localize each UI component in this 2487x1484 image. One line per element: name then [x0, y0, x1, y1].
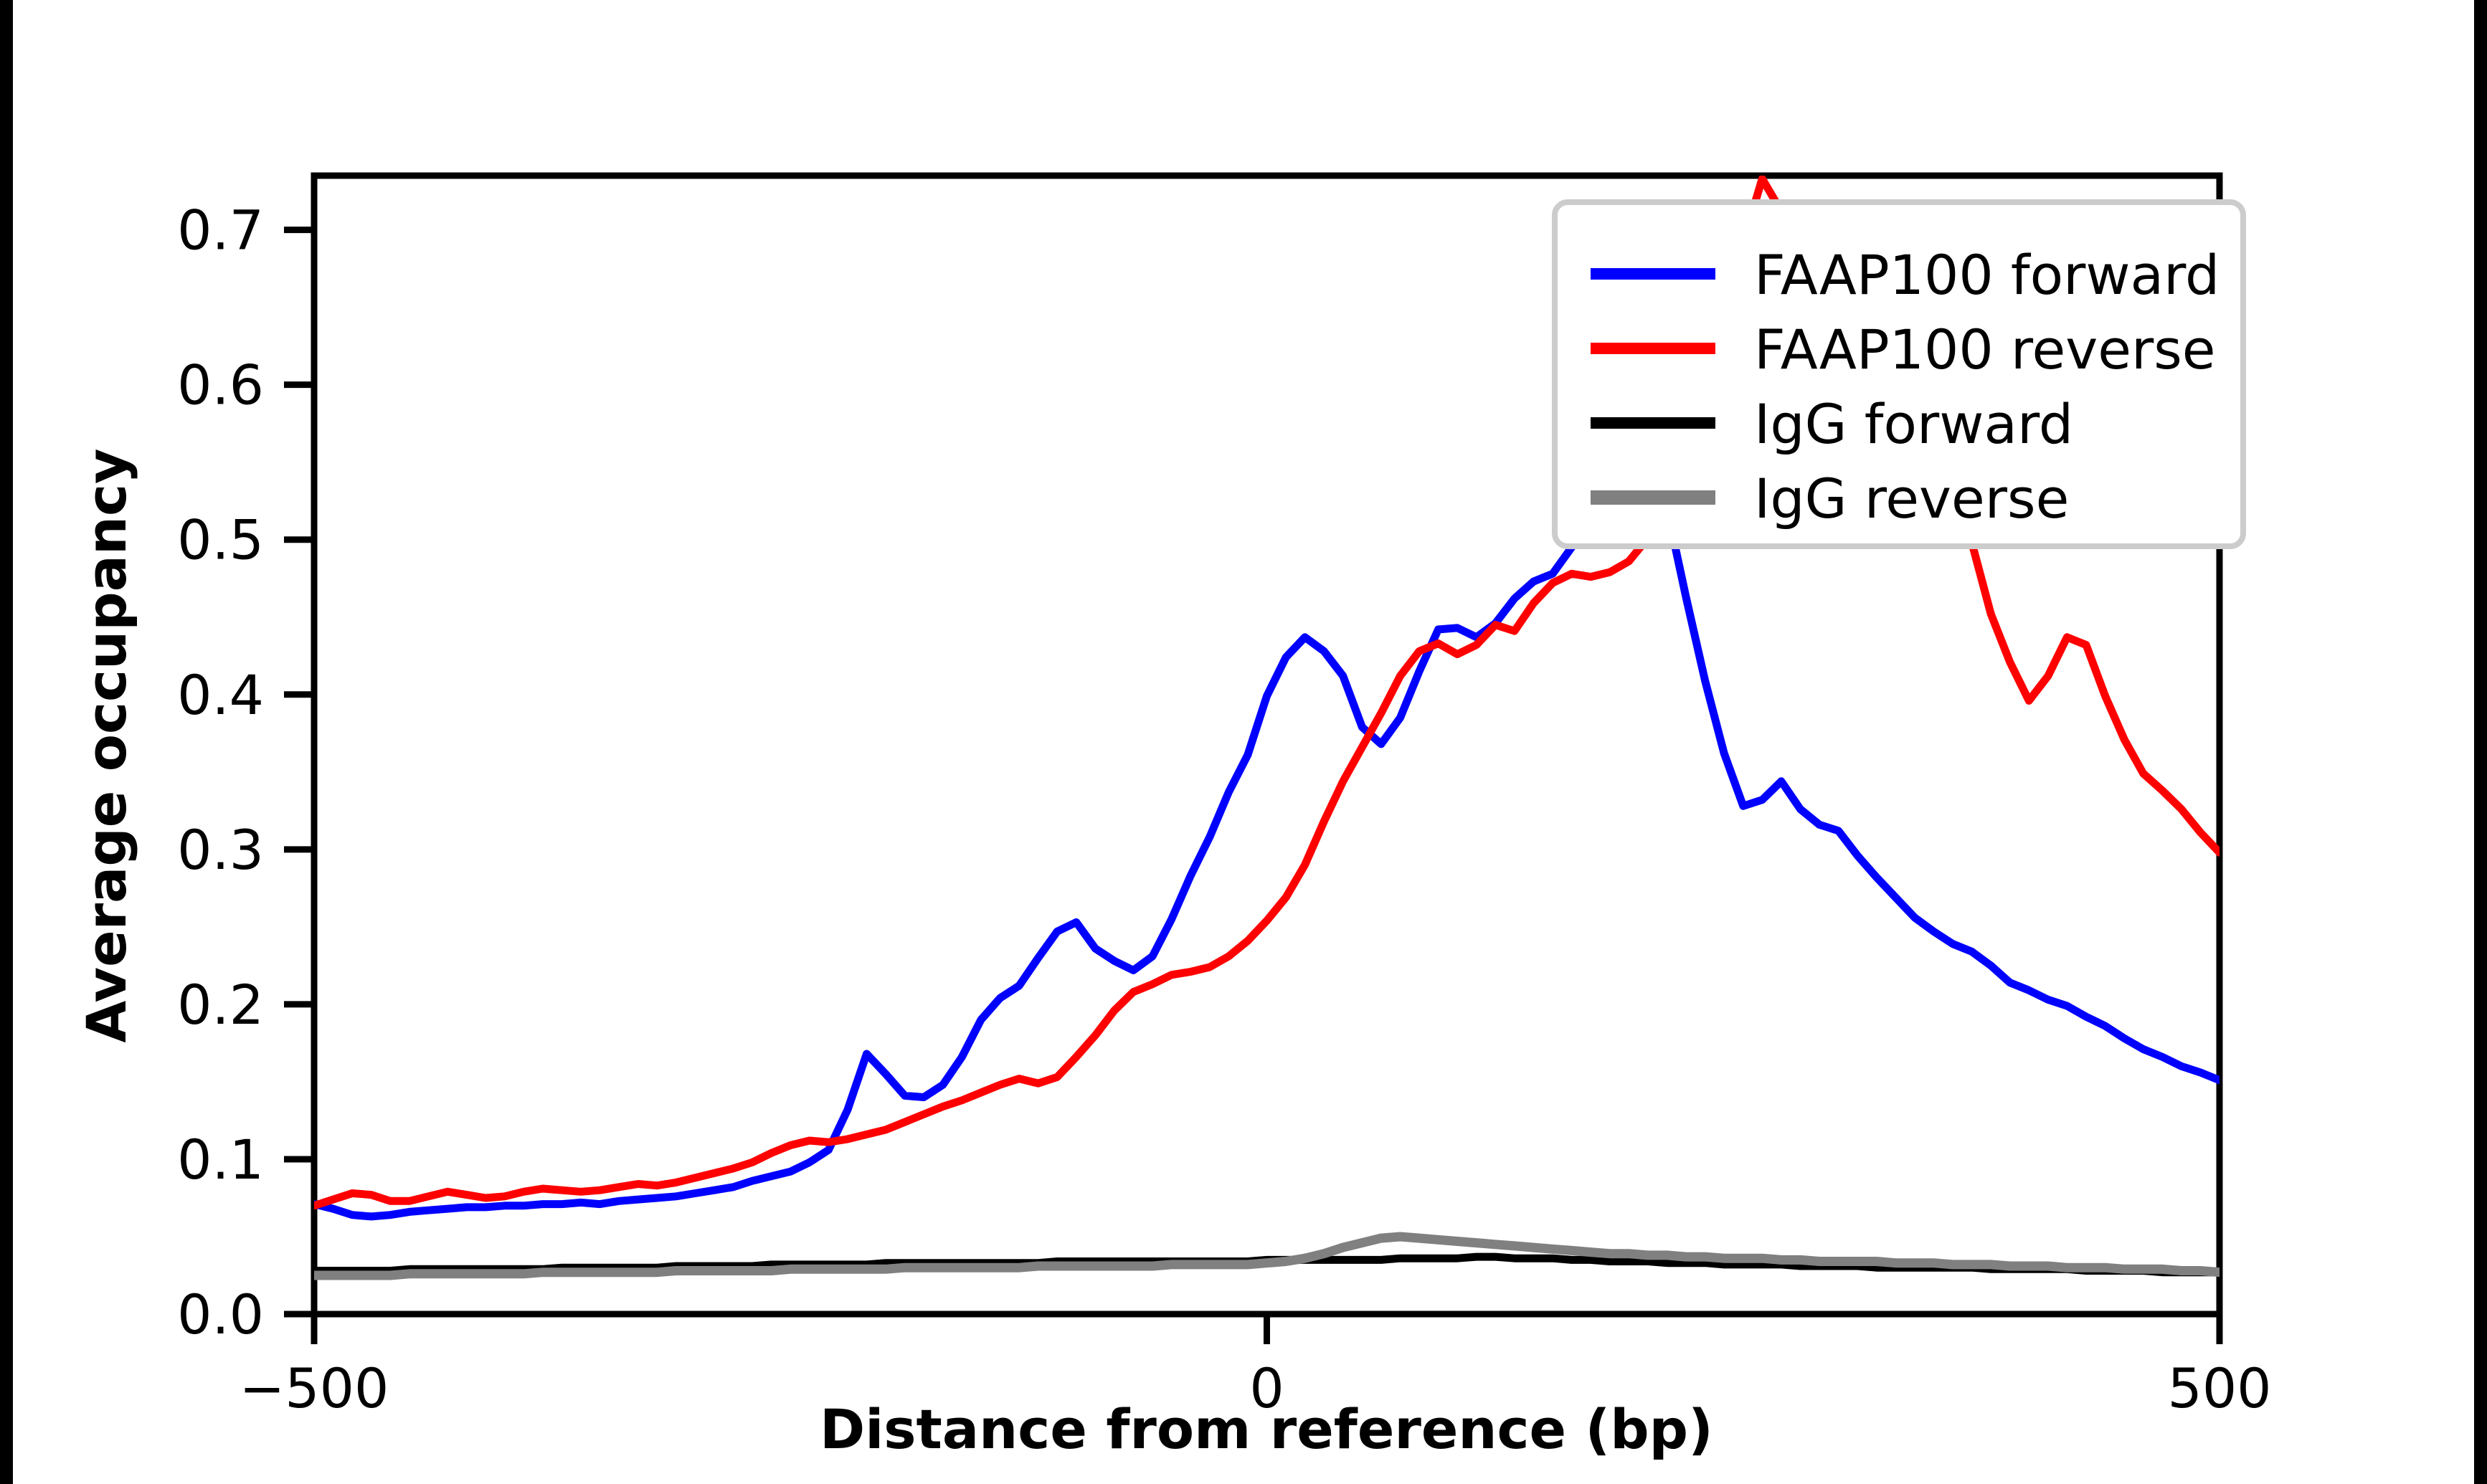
y-tick-label: 0.0 [177, 1283, 264, 1346]
y-tick-label: 0.6 [177, 353, 264, 417]
right-edge-band [2474, 0, 2487, 1484]
y-tick-label: 0.4 [177, 663, 264, 727]
left-edge-band [0, 0, 13, 1484]
x-tick-label: 500 [2167, 1356, 2271, 1420]
x-tick-label: −500 [240, 1356, 389, 1420]
y-tick-label: 0.3 [177, 818, 264, 882]
legend-entries[interactable]: FAAP100 forward FAAP100 reverse IgG forwar… [1591, 243, 2220, 531]
legend-label-igg-reverse[interactable]: IgG reverse [1754, 467, 2069, 531]
legend-label-faap100-forward[interactable]: FAAP100 forward [1754, 243, 2220, 307]
y-axis-title: Average occupancy [75, 448, 138, 1042]
series-line-igg-reverse [314, 1232, 2220, 1280]
x-axis-ticks: −500 0 500 [240, 1314, 2272, 1420]
y-tick-label: 0.7 [177, 199, 264, 262]
legend-label-faap100-reverse[interactable]: FAAP100 reverse [1754, 318, 2216, 381]
x-axis-title: Distance from reference (bp) [820, 1397, 1713, 1461]
legend-label-igg-forward[interactable]: IgG forward [1754, 392, 2073, 456]
y-tick-label: 0.1 [177, 1128, 264, 1192]
y-axis-ticks: 0.0 0.1 0.2 0.3 0.4 0.5 0.6 0.7 [177, 199, 314, 1346]
y-tick-label: 0.5 [177, 508, 264, 572]
y-tick-label: 0.2 [177, 973, 264, 1037]
legend-background [1552, 199, 2246, 549]
legend[interactable]: FAAP100 forward FAAP100 reverse IgG forwar… [1552, 199, 2246, 549]
x-tick-label: 0 [1249, 1356, 1284, 1420]
series-line-faap100-forward [314, 384, 2220, 1221]
